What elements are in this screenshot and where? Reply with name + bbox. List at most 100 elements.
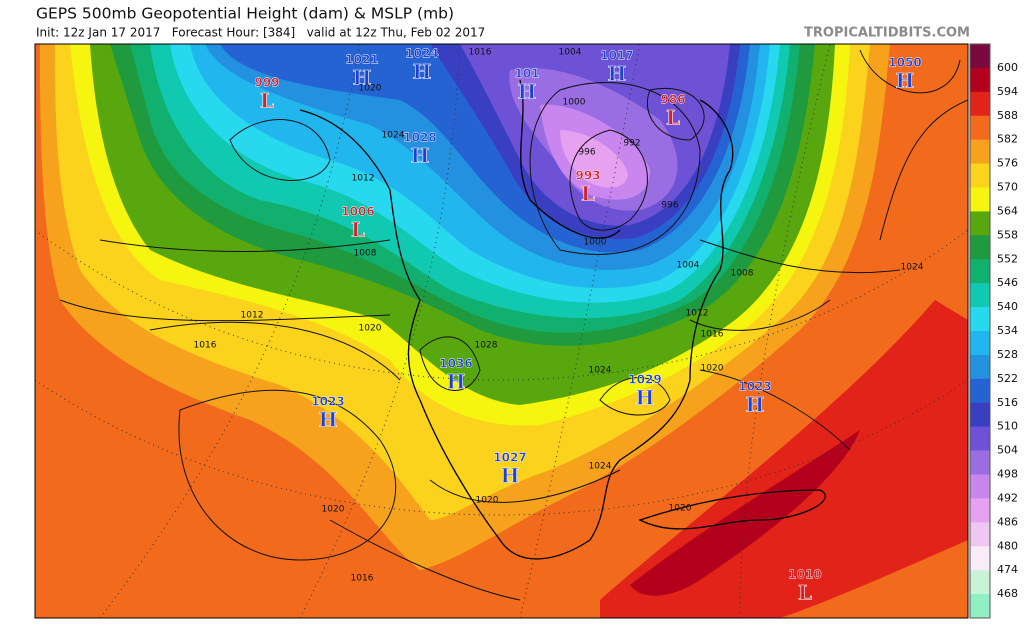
colorbar-swatch <box>970 67 990 93</box>
colorbar-swatch <box>970 450 990 475</box>
contour-label: 1020 <box>359 84 382 94</box>
contour-label: 1024 <box>589 462 612 472</box>
contour-label: 996 <box>578 148 595 158</box>
colorbar-label: 480 <box>997 539 1018 552</box>
center-symbol: H <box>447 370 466 394</box>
colorbar-swatch <box>970 378 990 404</box>
colorbar-swatch <box>970 331 990 356</box>
center-value: 1010 <box>788 568 821 582</box>
center-symbol: H <box>746 393 765 417</box>
colorbar-swatch <box>970 307 990 332</box>
contour-label: 1020 <box>476 496 499 506</box>
colorbar-label: 540 <box>997 300 1018 313</box>
colorbar-swatch <box>970 570 990 595</box>
contour-label: 1004 <box>677 261 700 271</box>
center-value: 1023 <box>311 395 344 409</box>
contour-label: 1016 <box>194 341 217 351</box>
colorbar-label: 516 <box>997 396 1018 409</box>
center-value: 1036 <box>439 357 472 371</box>
colorbar: 600 594 588 582 576 570 564 558 552 546 540 534 528 5… <box>969 43 1018 619</box>
center-symbol: L <box>260 89 274 113</box>
colorbar-label: 558 <box>997 228 1018 241</box>
colorbar-swatch <box>970 139 990 164</box>
center-symbol: L <box>351 218 365 242</box>
colorbar-label: 474 <box>997 563 1018 576</box>
contour-label: 1008 <box>731 269 754 279</box>
colorbar-swatch <box>970 211 990 236</box>
center-symbol: H <box>518 80 537 104</box>
colorbar-swatch <box>970 44 990 69</box>
contour-label: 1020 <box>359 324 382 334</box>
contour-label: 1016 <box>351 574 374 584</box>
colorbar-swatch <box>970 594 990 619</box>
field <box>560 130 628 188</box>
contour-label: 1012 <box>352 174 375 184</box>
field <box>600 300 968 618</box>
colorbar-swatch <box>970 259 990 284</box>
center-value: 1021 <box>345 53 378 67</box>
title: GEPS 500mb Geopotential Height (dam) & M… <box>36 5 454 23</box>
colorbar-label: 546 <box>997 276 1018 289</box>
colorbar-label: 552 <box>997 252 1018 265</box>
colorbar-frame <box>969 43 991 619</box>
subtitle: Init: 12z Jan 17 2017 Forecast Hour: [38… <box>36 26 485 40</box>
colorbar-swatch <box>970 546 990 571</box>
center-symbol: H <box>413 60 432 84</box>
colorbar-label: 498 <box>997 468 1018 481</box>
contour-label: 1008 <box>354 249 377 259</box>
contour-label: 992 <box>623 139 640 149</box>
center-value: 1027 <box>493 451 526 465</box>
contour-label: 1000 <box>584 238 607 248</box>
center-value: 986 <box>660 93 685 107</box>
center-value: 1024 <box>405 47 438 61</box>
colorbar-label: 504 <box>997 444 1018 457</box>
center-symbol: L <box>581 182 595 206</box>
colorbar-label: 486 <box>997 515 1018 528</box>
colorbar-label: 582 <box>997 133 1018 146</box>
colorbar-label: 564 <box>997 204 1018 217</box>
center-value: 1006 <box>341 205 374 219</box>
center-value: 1017 <box>600 49 633 63</box>
center-symbol: H <box>411 144 430 168</box>
colorbar-swatch <box>970 402 990 427</box>
colorbar-swatch <box>970 498 990 523</box>
map <box>35 44 968 618</box>
center-value: 1029 <box>628 373 661 387</box>
center-symbol: L <box>666 106 680 130</box>
contour-label: 1016 <box>469 48 492 58</box>
colorbar-swatch <box>970 163 990 188</box>
center-value: 1023 <box>738 380 771 394</box>
contour-label: 1028 <box>475 341 498 351</box>
map-frame <box>34 43 969 619</box>
contour-label: 1012 <box>241 311 264 321</box>
contour-label: 1024 <box>901 263 924 273</box>
coastline <box>299 79 826 560</box>
colorbar-label: 510 <box>997 420 1018 433</box>
center-value: 1028 <box>403 131 436 145</box>
colorbar-label: 534 <box>997 324 1018 337</box>
contour-label: 1012 <box>686 309 709 319</box>
contour-label: 996 <box>661 201 678 211</box>
colorbar-swatch <box>970 235 990 260</box>
credit: TROPICALTIDBITS.COM <box>804 26 970 41</box>
colorbar-label: 570 <box>997 181 1018 194</box>
center-value: 999 <box>254 76 279 90</box>
colorbar-swatch <box>970 354 990 380</box>
contour-label: 1024 <box>589 366 612 376</box>
colorbar-swatch <box>970 187 990 212</box>
center-value: 1050 <box>888 56 921 70</box>
colorbar-swatch <box>970 91 990 117</box>
colorbar-swatch <box>970 426 990 451</box>
colorbar-swatch <box>970 283 990 308</box>
colorbar-label: 522 <box>997 372 1018 385</box>
center-symbol: L <box>798 581 812 605</box>
center-value: 993 <box>575 169 600 183</box>
center-symbol: H <box>501 464 520 488</box>
colorbar-label: 594 <box>997 85 1018 98</box>
contour-label: 1024 <box>382 131 405 141</box>
center-value: 101 <box>514 67 539 81</box>
contour-label: 1020 <box>701 364 724 374</box>
colorbar-label: 492 <box>997 491 1018 504</box>
colorbar-label: 588 <box>997 109 1018 122</box>
